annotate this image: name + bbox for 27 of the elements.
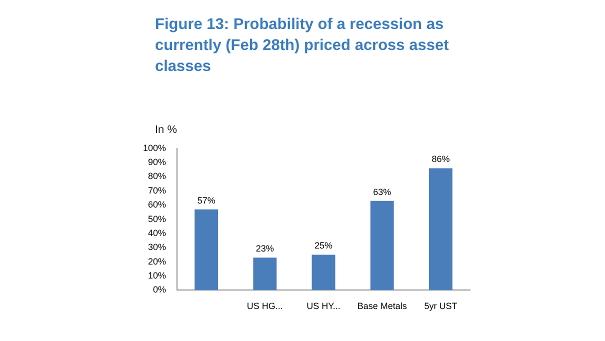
bar	[428, 168, 452, 290]
y-tick-label: 60%	[148, 200, 166, 210]
x-tick-label: US HY...	[306, 301, 340, 312]
data-label: 57%	[197, 195, 216, 206]
y-tick-label: 50%	[148, 214, 166, 224]
x-tick-label: 5yr UST	[424, 301, 458, 312]
y-tick-label: 10%	[148, 270, 166, 281]
y-tick-label: 80%	[148, 171, 166, 182]
y-tick-label: 30%	[148, 242, 166, 252]
y-tick-label: 90%	[148, 157, 166, 168]
x-tick-label: US HG...	[246, 301, 283, 312]
bar	[194, 209, 218, 290]
y-tick-label: 40%	[148, 228, 166, 238]
data-label: 63%	[373, 186, 392, 197]
y-tick-label: 100%	[142, 142, 166, 153]
data-label: 86%	[432, 154, 450, 164]
bar	[253, 258, 277, 290]
data-label: 25%	[314, 240, 333, 251]
chart-title: Figure 13: Probability of a recession as currently (Feb 28th) priced across asset classes	[155, 15, 450, 77]
y-tick-label: 20%	[148, 256, 166, 266]
bar	[312, 254, 336, 290]
data-label: 23%	[256, 244, 274, 254]
chart-subtitle: In %	[155, 124, 178, 136]
y-tick-label: 0%	[153, 284, 166, 295]
x-tick-label: Base Metals	[357, 301, 408, 312]
y-tick-label: 70%	[148, 185, 166, 196]
bar	[370, 200, 394, 290]
